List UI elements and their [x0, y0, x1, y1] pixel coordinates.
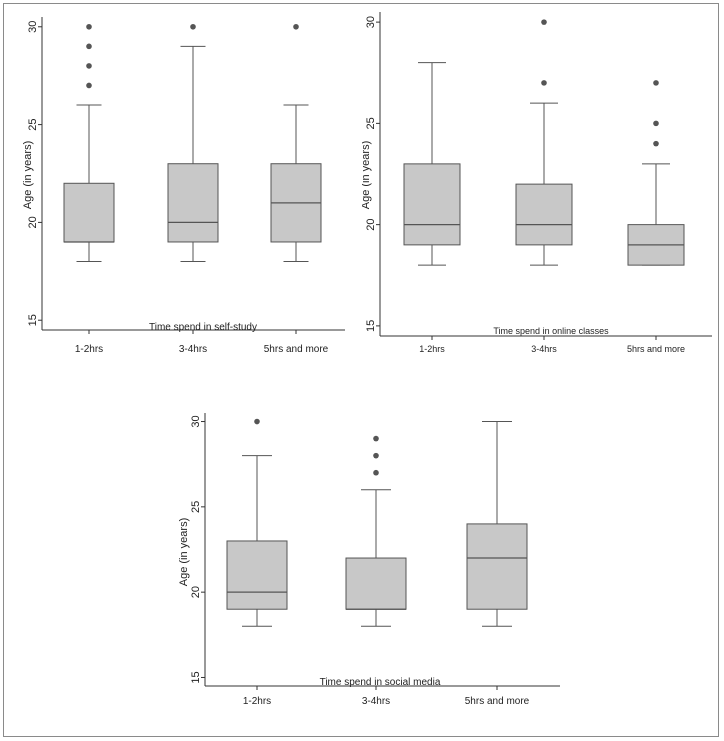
- outlier-point: [86, 82, 92, 89]
- y-tick-label: 30: [27, 21, 39, 33]
- outlier-point: [86, 43, 92, 50]
- outlier-point: [653, 120, 659, 127]
- x-tick-label: 3-4hrs: [362, 696, 390, 707]
- outlier-point: [653, 80, 659, 86]
- outlier-point: [541, 80, 547, 86]
- y-tick-label: 25: [190, 501, 202, 513]
- box: [345, 557, 407, 610]
- boxplot-social-media: 15 20 25 30 1-2hrs 3-4hrs 5hrs and more Age (i…: [178, 413, 560, 707]
- x-tick-label: 5hrs and more: [627, 344, 685, 354]
- y-tick-label: 15: [27, 314, 39, 326]
- y-axis-label: Age (in years): [22, 141, 34, 209]
- y-tick-label: 25: [27, 118, 39, 130]
- y-tick-label: 20: [190, 586, 202, 598]
- outlier-point: [293, 23, 299, 30]
- box: [226, 540, 288, 610]
- x-axis-label: Time spend in self-study: [149, 322, 257, 333]
- y-tick-label: 15: [190, 671, 202, 683]
- outlier-point: [86, 23, 92, 30]
- y-tick-label: 30: [365, 16, 377, 28]
- box: [403, 163, 461, 246]
- y-axis-label: Age (in years): [178, 518, 190, 586]
- x-tick-label: 5hrs and more: [264, 344, 329, 355]
- outlier-point: [254, 418, 260, 425]
- figure-frame: [3, 3, 719, 737]
- y-tick-label: 30: [190, 415, 202, 427]
- x-tick-label: 1-2hrs: [419, 344, 445, 354]
- box: [63, 182, 115, 243]
- x-axis-label: Time spend in social media: [320, 677, 441, 688]
- x-tick-label: 1-2hrs: [243, 696, 271, 707]
- outlier-point: [373, 435, 379, 442]
- y-tick-label: 15: [365, 320, 377, 332]
- y-tick-label: 20: [365, 219, 377, 231]
- outlier-point: [190, 23, 196, 30]
- x-tick-label: 3-4hrs: [531, 344, 557, 354]
- y-tick-label: 20: [27, 216, 39, 228]
- outlier-point: [373, 452, 379, 459]
- outlier-point: [86, 63, 92, 69]
- boxplot-online-classes: 15 20 25 30 1-2hrs 3-4hrs 5hrs and more Age (i…: [362, 12, 712, 354]
- box: [167, 163, 219, 243]
- boxplot-self-study: 15 20 25 30 1-2hrs 3-4hrs 5hrs and more Age (i…: [22, 17, 345, 355]
- y-axis-label: Age (in years): [362, 141, 372, 209]
- box: [466, 523, 528, 610]
- outlier-point: [373, 469, 379, 476]
- box: [515, 183, 573, 246]
- x-tick-label: 1-2hrs: [75, 344, 103, 355]
- x-axis-label: Time spend in online classes: [493, 326, 609, 336]
- outlier-point: [653, 140, 659, 147]
- x-tick-label: 3-4hrs: [179, 344, 207, 355]
- y-tick-label: 25: [365, 117, 377, 129]
- x-tick-label: 5hrs and more: [465, 696, 530, 707]
- outlier-point: [541, 19, 547, 25]
